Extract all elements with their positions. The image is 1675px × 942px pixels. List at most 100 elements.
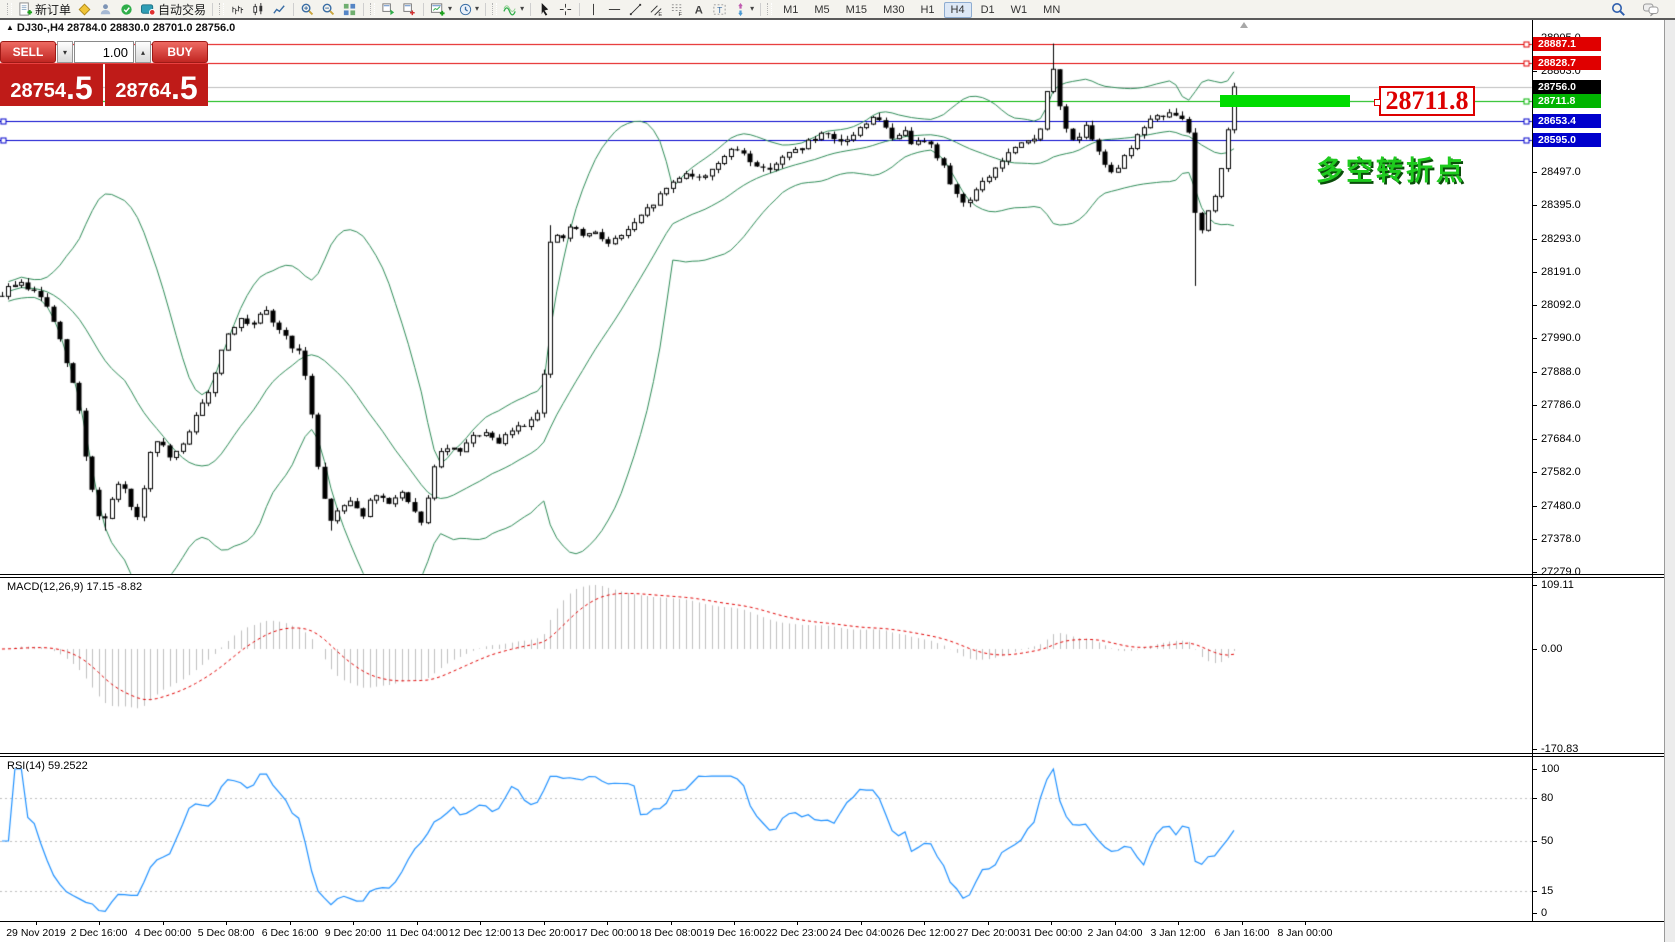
buy-button[interactable]: BUY	[152, 41, 208, 63]
volume-decrease-button[interactable]: ▾	[57, 41, 73, 63]
timeframe-button-h1[interactable]: H1	[920, 4, 935, 16]
fibonacci-icon: F	[671, 3, 684, 17]
time-tick-mark	[544, 921, 545, 925]
toolbar-grip	[219, 3, 225, 15]
cursor-button[interactable]	[534, 1, 555, 18]
macd-panel-bottom-border[interactable]	[0, 753, 1664, 754]
bar-chart-icon	[232, 5, 244, 14]
buy-price-display[interactable]: 28764.5	[105, 64, 208, 106]
indicators-button[interactable]: ▾	[500, 1, 527, 18]
market-button[interactable]	[95, 1, 116, 18]
buy-price-pip: .5	[170, 70, 198, 106]
svg-text:E: E	[658, 12, 662, 17]
time-tick-mark	[671, 921, 672, 925]
trade-panel-top-row: SELL ▾ ▴ BUY	[0, 41, 208, 63]
annotation-text[interactable]: 多空转折点	[1316, 156, 1466, 186]
autotrading-button[interactable]: 自动交易	[137, 1, 209, 18]
new-chart-button[interactable]: ▾	[427, 1, 455, 18]
search-button[interactable]	[1607, 1, 1629, 18]
macd-tick-mark	[1532, 649, 1537, 650]
rsi-tick-mark	[1532, 841, 1537, 842]
chart-forward-button[interactable]	[378, 1, 399, 18]
macd-tick-mark	[1532, 585, 1537, 586]
rsi-label: RSI(14) 59.2522	[7, 760, 88, 772]
time-label: 9 Dec 20:00	[324, 927, 382, 939]
macd-tick-mark	[1532, 749, 1537, 750]
rsi-tick-mark	[1532, 913, 1537, 914]
timeframe-button-d1[interactable]: D1	[980, 4, 995, 16]
volume-increase-button[interactable]: ▴	[135, 41, 151, 63]
arrows-dropdown[interactable]: ▾	[750, 4, 755, 13]
indicators-dropdown[interactable]: ▾	[520, 4, 525, 13]
new-chart-icon	[431, 2, 445, 16]
new-order-label: 新订单	[35, 2, 72, 17]
price-callout-label[interactable]: 28711.8	[1379, 86, 1475, 116]
text-icon: A	[695, 4, 703, 16]
text-label-button[interactable]: T	[709, 1, 730, 18]
time-tick-mark	[1242, 921, 1243, 925]
market-icon	[100, 3, 111, 14]
price-tick-mark	[1532, 305, 1537, 306]
line-chart-button[interactable]	[269, 1, 290, 18]
timeframe-button-w1[interactable]: W1	[1010, 4, 1028, 16]
sell-price-display[interactable]: 28754.5	[0, 64, 103, 106]
toolbar-separator	[212, 2, 214, 16]
rsi-tick-label: 50	[1541, 835, 1554, 847]
tile-windows-button[interactable]	[339, 1, 360, 18]
time-tick-mark	[924, 921, 925, 925]
sell-button[interactable]: SELL	[0, 41, 56, 63]
price-tick-label: 27684.0	[1541, 433, 1581, 445]
zoom-out-button[interactable]	[318, 1, 339, 18]
timeframe-button-h4[interactable]: H4	[943, 2, 972, 18]
main-toolbar: 新订单 自动交易	[0, 0, 1675, 18]
main-panel-bottom-border[interactable]	[0, 574, 1664, 575]
new-chart-dropdown[interactable]: ▾	[448, 4, 453, 13]
highlight-rectangle[interactable]	[1220, 95, 1350, 107]
rsi-tick-label: 15	[1541, 885, 1554, 897]
time-label: 11 Dec 04:00	[386, 927, 448, 939]
metaeditor-button[interactable]	[74, 1, 95, 18]
price-tick-mark	[1532, 272, 1537, 273]
timeframe-button-mn[interactable]: MN	[1043, 4, 1061, 16]
chart-shift-marker[interactable]	[1240, 22, 1248, 28]
candlestick-chart-button[interactable]	[248, 1, 269, 18]
timeframe-button-m5[interactable]: M5	[814, 4, 830, 16]
trendline-button[interactable]	[625, 1, 646, 18]
timeframe-button-m1[interactable]: M1	[783, 4, 799, 16]
periods-dropdown[interactable]: ▾	[475, 4, 480, 13]
time-label: 27 Dec 20:00	[956, 927, 1020, 939]
horizontal-line-button[interactable]	[604, 1, 625, 18]
chart-shift-button[interactable]	[399, 1, 420, 18]
callout-anchor-square[interactable]	[1374, 99, 1381, 106]
buy-price-main: 28764	[115, 80, 171, 102]
volume-input[interactable]	[74, 41, 134, 63]
cursor-icon	[541, 2, 549, 16]
bar-chart-button[interactable]	[227, 1, 248, 18]
timeframe-button-m15[interactable]: M15	[845, 4, 868, 16]
channel-icon: E	[650, 4, 662, 17]
symbol-ohlc-header[interactable]: ▲ DJ30-,H4 28784.0 28830.0 28701.0 28756.…	[6, 22, 235, 34]
chat-button[interactable]	[1639, 1, 1663, 18]
fibonacci-button[interactable]: F	[667, 1, 688, 18]
time-tick-mark	[1051, 921, 1052, 925]
collapse-arrow-icon[interactable]: ▲	[6, 23, 14, 32]
price-tick-mark	[1532, 205, 1537, 206]
signals-button[interactable]	[116, 1, 137, 18]
crosshair-button[interactable]	[555, 1, 576, 18]
periods-button[interactable]: ▾	[455, 1, 482, 18]
autotrading-icon	[140, 3, 156, 16]
equidistant-channel-button[interactable]: E	[646, 1, 667, 18]
time-label: 3 Jan 12:00	[1150, 927, 1206, 939]
new-order-button[interactable]: 新订单	[15, 1, 74, 18]
chart-shift-icon	[403, 2, 415, 15]
vertical-line-button[interactable]	[583, 1, 604, 18]
macd-panel-top-border	[0, 577, 1664, 578]
arrows-tool-button[interactable]: ▾	[730, 1, 757, 18]
signals-icon	[121, 3, 132, 15]
timeframe-button-m30[interactable]: M30	[883, 4, 905, 16]
one-click-trading-panel: SELL ▾ ▴ BUY 28754.5 28764.5	[0, 41, 208, 106]
text-tool-button[interactable]: A	[688, 1, 709, 18]
zoom-in-button[interactable]	[297, 1, 318, 18]
zoom-out-icon	[322, 3, 335, 15]
